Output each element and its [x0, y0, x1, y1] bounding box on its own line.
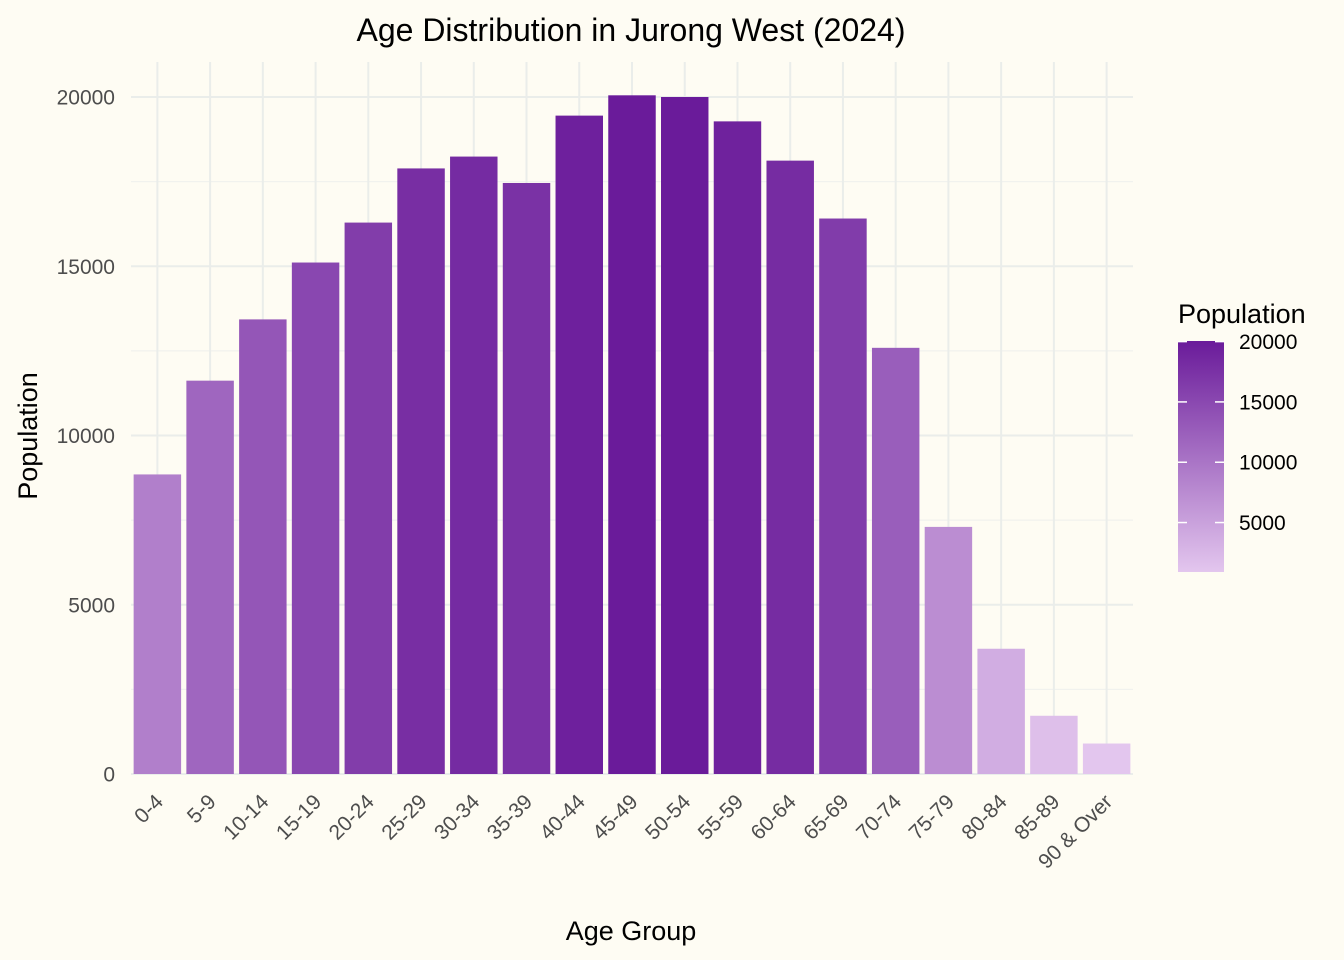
y-axis-title: Population — [13, 372, 43, 500]
y-tick-label: 5000 — [68, 594, 115, 617]
legend-label: 5000 — [1239, 512, 1286, 535]
x-tick-label: 25-29 — [377, 790, 431, 844]
x-tick-label: 75-79 — [905, 790, 959, 844]
y-tick-label: 15000 — [57, 256, 115, 279]
y-tick-label: 0 — [103, 764, 115, 787]
x-tick-label: 20-24 — [325, 790, 379, 844]
x-tick-label: 40-44 — [536, 790, 590, 844]
x-tick-label: 0-4 — [130, 790, 168, 828]
chart-title: Age Distribution in Jurong West (2024) — [356, 12, 905, 48]
bar-10-14 — [239, 319, 287, 774]
y-tick-label: 20000 — [57, 87, 115, 110]
x-tick-label: 55-59 — [694, 790, 748, 844]
bar-30-34 — [450, 156, 498, 775]
legend-label: 10000 — [1239, 452, 1297, 475]
x-tick-label: 15-19 — [272, 790, 326, 844]
x-tick-label: 30-34 — [430, 790, 484, 844]
bar-40-44 — [555, 115, 603, 775]
x-tick-label: 45-49 — [588, 790, 642, 844]
x-tick-label: 70-74 — [852, 790, 906, 844]
bar-75-79 — [924, 526, 973, 774]
legend-label: 20000 — [1239, 331, 1297, 354]
x-tick-label: 35-39 — [483, 790, 537, 844]
bar-60-64 — [766, 160, 814, 774]
bar-65-69 — [819, 218, 867, 775]
x-tick-label: 60-64 — [746, 790, 800, 844]
y-axis-ticks: 0 5000 10000 15000 20000 — [57, 87, 115, 787]
bar-70-74 — [871, 347, 920, 774]
legend-colorbar — [1178, 341, 1224, 572]
bar-25-29 — [397, 168, 445, 775]
bar-5-9 — [186, 380, 234, 774]
bar-55-59 — [713, 121, 762, 774]
bar-50-54 — [661, 97, 709, 774]
bar-80-84 — [977, 648, 1025, 774]
bar-15-19 — [291, 262, 340, 774]
bar-20-24 — [344, 222, 393, 774]
bar-45-49 — [608, 95, 656, 775]
bars — [133, 95, 1131, 775]
x-tick-label: 50-54 — [641, 790, 695, 844]
legend-label: 15000 — [1239, 391, 1297, 414]
legend: Population 20000 15000 10000 5000 — [1178, 299, 1306, 572]
bar-85-89 — [1030, 715, 1078, 774]
x-axis-title: Age Group — [566, 916, 697, 946]
bar-35-39 — [502, 182, 551, 774]
x-tick-label: 5-9 — [183, 790, 221, 828]
x-tick-label: 10-14 — [219, 790, 273, 844]
legend-ticks: 20000 15000 10000 5000 — [1178, 331, 1297, 535]
x-axis-ticks: 0-4 5-910-1415-1920-2425-2930-3435-3940-4… — [130, 790, 1117, 873]
x-tick-label: 80-84 — [957, 790, 1011, 844]
bar-0-4 — [133, 474, 182, 774]
x-tick-label: 65-69 — [799, 790, 853, 844]
legend-title: Population — [1178, 299, 1306, 329]
y-tick-label: 10000 — [57, 425, 115, 448]
bar-90 & Over — [1082, 743, 1131, 774]
